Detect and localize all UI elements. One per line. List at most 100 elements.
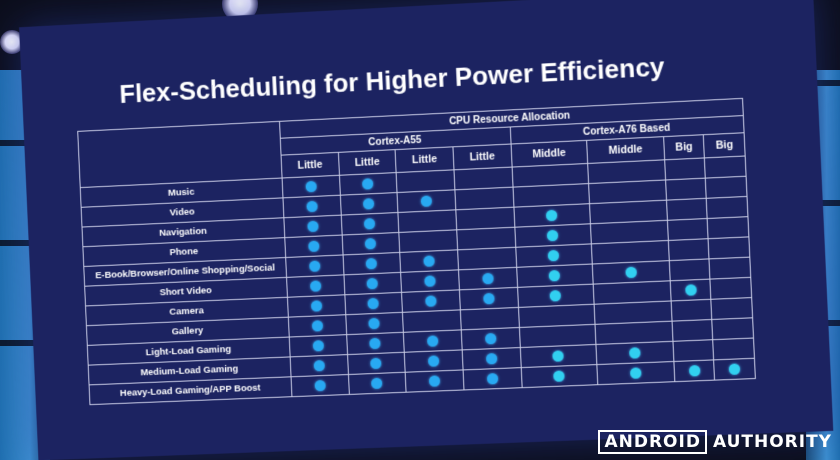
allocation-cell (462, 348, 521, 370)
allocation-dot-icon (369, 318, 380, 329)
allocation-cell (708, 237, 749, 259)
allocation-cell (671, 299, 712, 321)
cpu-allocation-table: CPU Resource Allocation Cortex-A55 Corte… (77, 98, 756, 405)
allocation-dot-icon (371, 358, 382, 369)
allocation-dot-icon (306, 201, 317, 212)
allocation-dot-icon (629, 347, 641, 359)
allocation-cell (597, 361, 675, 384)
allocation-cell (345, 312, 403, 334)
allocation-cell (398, 210, 456, 233)
slide-title: Flex-Scheduling for Higher Power Efficie… (119, 49, 719, 110)
core-header-little: Little (281, 152, 339, 178)
allocation-cell (459, 287, 518, 309)
allocation-dot-icon (428, 355, 439, 366)
allocation-cell (403, 310, 461, 332)
allocation-dot-icon (423, 255, 434, 266)
allocation-cell (665, 178, 706, 200)
allocation-dot-icon (482, 273, 494, 284)
allocation-cell (348, 372, 406, 394)
allocation-dot-icon (310, 280, 321, 291)
allocation-dot-icon (429, 375, 440, 386)
allocation-cell (396, 170, 454, 193)
allocation-cell (285, 235, 343, 257)
allocation-dot-icon (313, 360, 324, 371)
watermark-plain-word: AUTHORITY (713, 432, 832, 452)
allocation-cell (402, 290, 460, 312)
allocation-dot-icon (365, 238, 376, 249)
allocation-cell (457, 247, 516, 270)
allocation-cell (346, 332, 404, 354)
allocation-cell (339, 173, 397, 196)
allocation-cell (710, 277, 751, 299)
allocation-cell (347, 352, 405, 374)
allocation-cell (454, 167, 513, 190)
allocation-cell (405, 370, 463, 392)
allocation-dot-icon (685, 284, 697, 296)
allocation-dot-icon (312, 320, 323, 331)
watermark-boxed-word: ANDROID (598, 430, 706, 454)
allocation-dot-icon (371, 378, 382, 389)
allocation-dot-icon (311, 300, 322, 311)
allocation-cell (344, 272, 402, 294)
app-header-blank (78, 121, 282, 187)
allocation-cell (664, 158, 705, 180)
allocation-cell (286, 255, 344, 277)
allocation-dot-icon (362, 178, 373, 189)
allocation-dot-icon (485, 333, 497, 344)
allocation-cell (667, 218, 708, 240)
allocation-cell (401, 270, 459, 292)
allocation-dot-icon (305, 181, 316, 192)
allocation-cell (343, 252, 401, 274)
allocation-dot-icon (553, 370, 565, 381)
core-header-little: Little (453, 144, 512, 170)
allocation-cell (282, 175, 340, 198)
allocation-cell (709, 257, 750, 279)
allocation-cell (287, 275, 345, 297)
allocation-cell (461, 328, 520, 350)
allocation-cell (399, 230, 457, 253)
allocation-cell (291, 375, 349, 397)
allocation-dot-icon (483, 293, 495, 304)
allocation-cell (283, 195, 341, 218)
allocation-cell (463, 368, 522, 390)
allocation-cell (455, 187, 514, 210)
allocation-dot-icon (550, 290, 562, 302)
allocation-cell (404, 350, 462, 372)
core-header-big: Big (704, 133, 746, 158)
allocation-cell (288, 315, 346, 337)
core-header-big: Big (663, 135, 704, 160)
allocation-dot-icon (546, 210, 558, 222)
allocation-dot-icon (314, 380, 325, 391)
allocation-cell (400, 250, 458, 273)
allocation-cell (713, 338, 754, 360)
allocation-dot-icon (549, 270, 561, 282)
allocation-cell (290, 355, 348, 377)
allocation-cell (668, 239, 709, 261)
allocation-dot-icon (309, 260, 320, 271)
allocation-dot-icon (487, 373, 499, 384)
allocation-cell (706, 176, 747, 198)
allocation-dot-icon (307, 221, 318, 232)
allocation-dot-icon (312, 340, 323, 351)
allocation-cell (707, 196, 748, 218)
allocation-cell (666, 198, 707, 220)
allocation-cell (460, 307, 519, 329)
projection-screen: Flex-Scheduling for Higher Power Efficie… (19, 0, 833, 460)
allocation-dot-icon (421, 195, 432, 207)
allocation-cell (711, 298, 752, 320)
allocation-cell (705, 156, 746, 178)
allocation-dot-icon (630, 367, 642, 379)
allocation-cell (342, 232, 400, 255)
allocation-cell (673, 340, 714, 362)
allocation-dot-icon (553, 350, 565, 361)
allocation-cell (456, 207, 515, 230)
allocation-dot-icon (547, 230, 559, 242)
allocation-cell (674, 360, 715, 382)
android-authority-watermark: ANDROID AUTHORITY (598, 430, 832, 454)
allocation-cell (340, 193, 398, 216)
allocation-cell (344, 292, 402, 314)
allocation-dot-icon (370, 338, 381, 349)
allocation-dot-icon (486, 353, 498, 364)
allocation-dot-icon (688, 365, 700, 377)
allocation-cell (404, 330, 462, 352)
